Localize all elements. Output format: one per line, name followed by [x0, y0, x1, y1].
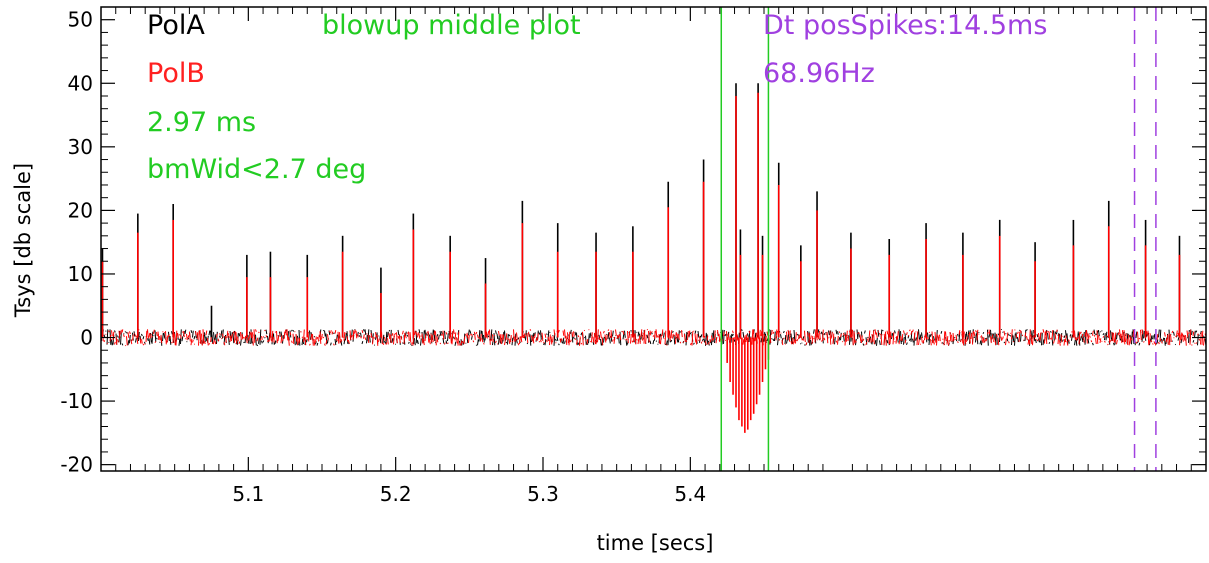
x-tick-label: 5.2 — [380, 482, 412, 506]
series-layer — [100, 83, 1207, 433]
y-tick-label: 20 — [68, 198, 93, 222]
x-tick-label: 5.4 — [674, 482, 706, 506]
x-axis-title: time [secs] — [597, 531, 714, 555]
annotation-spike-dt: Dt posSpikes:14.5ms — [763, 10, 1047, 41]
x-tick-label: 5.1 — [232, 482, 264, 506]
y-tick-label: -10 — [60, 389, 93, 413]
y-tick-label: 50 — [68, 8, 93, 32]
vline-layer — [720, 7, 1157, 471]
y-tick-label: 0 — [80, 326, 93, 350]
x-tick-label: 5.3 — [527, 482, 559, 506]
axes-layer: -20 -10 0 10 20 30 40 50 5.1 5.2 5.3 5.4 — [60, 6, 1207, 506]
annotation-beam-width: bmWid<2.7 deg — [147, 154, 366, 185]
y-tick-label: 40 — [68, 71, 93, 95]
y-tick-label: -20 — [60, 453, 93, 477]
annotation-blowup: blowup middle plot — [322, 10, 581, 41]
annotation-polb: PolB — [147, 58, 205, 89]
annotation-frequency: 68.96Hz — [763, 58, 875, 89]
annotation-duration: 2.97 ms — [147, 107, 256, 138]
plot-frame — [100, 6, 1207, 472]
annotation-pola: PolA — [147, 10, 205, 41]
y-tick-label: 30 — [68, 135, 93, 159]
y-tick-label: 10 — [68, 262, 93, 286]
y-axis-title: Tsys [db scale] — [11, 163, 35, 318]
